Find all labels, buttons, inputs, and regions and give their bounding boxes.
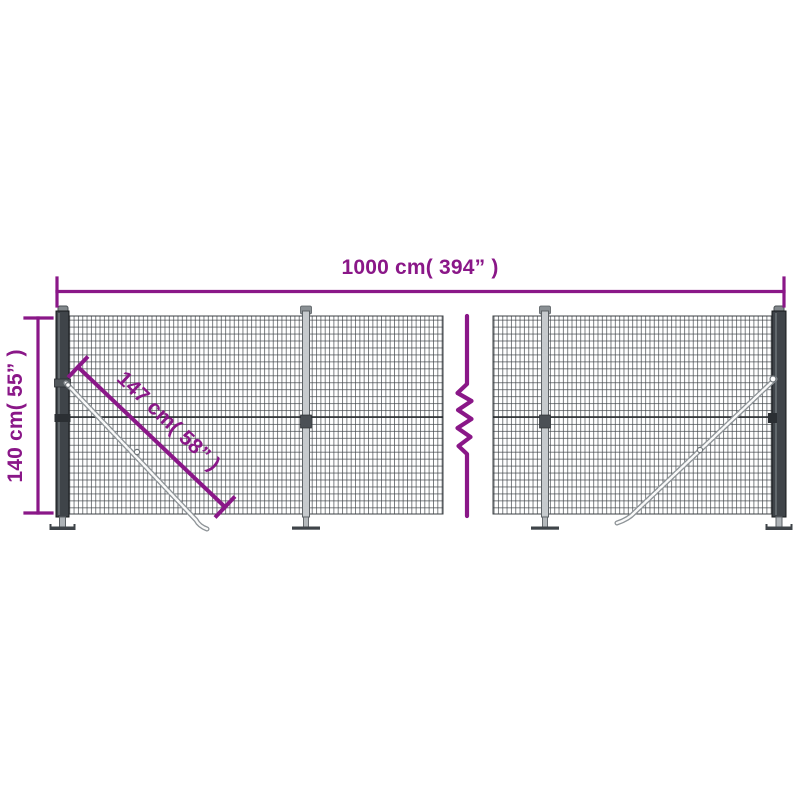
brace-strut-right (614, 375, 778, 526)
post-clamp (539, 414, 551, 429)
strut-bracket (54, 378, 71, 388)
strut-mid-bolt (696, 446, 704, 454)
post-clamp (54, 414, 71, 422)
post-foot-flange (766, 526, 792, 530)
post-foot-stem (303, 516, 309, 528)
strut-dimension-tick-bottom (213, 495, 237, 519)
post-foot-stem (59, 516, 66, 528)
flange-end-left (49, 524, 52, 530)
strut-mid-bolt (133, 448, 141, 456)
post-foot-flange (292, 526, 320, 530)
flange-end-right (73, 524, 76, 530)
flange-end-right (790, 524, 793, 530)
strut-core (64, 381, 209, 531)
zigzag-continuation-icon (455, 313, 474, 519)
dimension-lines (23, 276, 786, 519)
strut-core (615, 377, 777, 525)
strut-dimension-line (75, 364, 228, 510)
width-dimension-label: 1000 cm( 394” ) (341, 256, 498, 279)
post-foot-flange (50, 526, 75, 530)
corner-post-left (49, 305, 76, 530)
mesh-panel-left (68, 315, 444, 515)
post-clamp (300, 414, 312, 429)
flange-end-left (765, 524, 768, 530)
post-body (541, 310, 549, 518)
post-foot-stem (542, 516, 548, 528)
mesh-grid-right (492, 315, 774, 515)
height-dimension-label: 140 cm( 55” ) (4, 349, 27, 482)
strut-top-bolt (64, 382, 71, 389)
corner-post-right (765, 305, 793, 530)
brace-strut-left (63, 380, 210, 532)
mesh-grid-left (68, 315, 444, 515)
post-foot-stem (775, 516, 783, 528)
post-foot-flange (531, 526, 559, 530)
post-clamp (768, 413, 777, 423)
post-body (302, 310, 310, 518)
intermediate-post-right (531, 305, 559, 530)
intermediate-post-left (292, 305, 320, 530)
strut-dimension-tick-top (66, 355, 90, 379)
mesh-panel-right (492, 315, 774, 515)
strut-top-bolt (769, 375, 777, 383)
